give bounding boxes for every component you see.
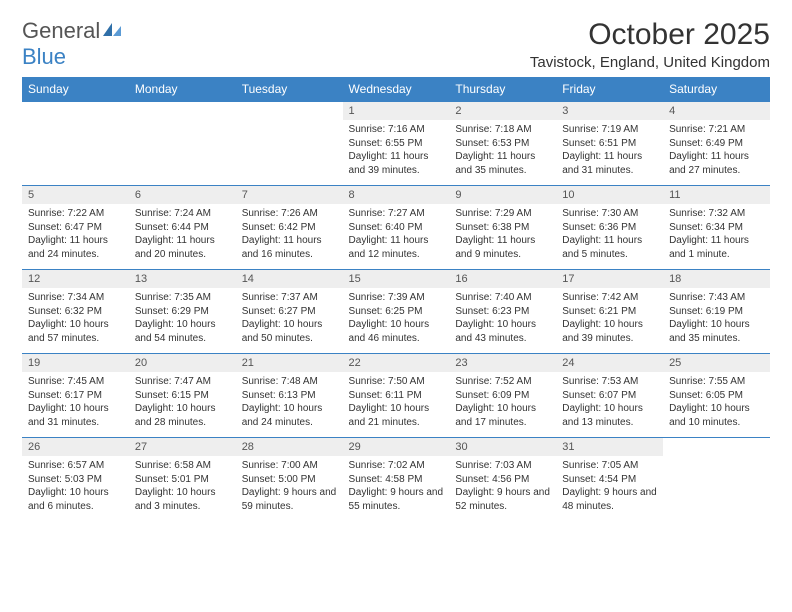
day-number-cell: 23 [449, 354, 556, 373]
daynum-row: 12131415161718 [22, 270, 770, 289]
day-number-cell: 16 [449, 270, 556, 289]
day-number-cell: 26 [22, 438, 129, 457]
day-info-cell: Sunrise: 7:40 AMSunset: 6:23 PMDaylight:… [449, 288, 556, 354]
header: GeneralBlue October 2025 Tavistock, Engl… [22, 18, 770, 71]
day-info-cell [22, 120, 129, 186]
info-row: Sunrise: 7:34 AMSunset: 6:32 PMDaylight:… [22, 288, 770, 354]
day-number-cell: 10 [556, 186, 663, 205]
day-info-cell: Sunrise: 7:18 AMSunset: 6:53 PMDaylight:… [449, 120, 556, 186]
weekday-header: Thursday [449, 77, 556, 102]
day-number-cell: 15 [343, 270, 450, 289]
day-info-cell: Sunrise: 7:39 AMSunset: 6:25 PMDaylight:… [343, 288, 450, 354]
day-number-cell: 18 [663, 270, 770, 289]
daynum-row: 567891011 [22, 186, 770, 205]
weekday-header: Wednesday [343, 77, 450, 102]
day-info-cell: Sunrise: 7:35 AMSunset: 6:29 PMDaylight:… [129, 288, 236, 354]
day-info-cell: Sunrise: 7:42 AMSunset: 6:21 PMDaylight:… [556, 288, 663, 354]
day-info-cell: Sunrise: 7:27 AMSunset: 6:40 PMDaylight:… [343, 204, 450, 270]
day-info-cell: Sunrise: 6:57 AMSunset: 5:03 PMDaylight:… [22, 456, 129, 521]
day-number-cell: 25 [663, 354, 770, 373]
logo: GeneralBlue [22, 18, 124, 70]
day-info-cell: Sunrise: 7:24 AMSunset: 6:44 PMDaylight:… [129, 204, 236, 270]
day-info-cell: Sunrise: 7:22 AMSunset: 6:47 PMDaylight:… [22, 204, 129, 270]
location: Tavistock, England, United Kingdom [530, 54, 770, 71]
day-number-cell: 7 [236, 186, 343, 205]
day-number-cell: 17 [556, 270, 663, 289]
day-number-cell: 28 [236, 438, 343, 457]
day-number-cell: 12 [22, 270, 129, 289]
day-info-cell: Sunrise: 7:30 AMSunset: 6:36 PMDaylight:… [556, 204, 663, 270]
calendar-table: Sunday Monday Tuesday Wednesday Thursday… [22, 77, 770, 521]
day-info-cell: Sunrise: 7:47 AMSunset: 6:15 PMDaylight:… [129, 372, 236, 438]
day-info-cell: Sunrise: 7:45 AMSunset: 6:17 PMDaylight:… [22, 372, 129, 438]
day-number-cell: 22 [343, 354, 450, 373]
logo-text-1: General [22, 18, 100, 43]
daynum-row: 1234 [22, 102, 770, 121]
day-number-cell: 21 [236, 354, 343, 373]
month-title: October 2025 [530, 18, 770, 52]
day-number-cell: 31 [556, 438, 663, 457]
weekday-header: Friday [556, 77, 663, 102]
info-row: Sunrise: 7:22 AMSunset: 6:47 PMDaylight:… [22, 204, 770, 270]
day-number-cell: 4 [663, 102, 770, 121]
day-number-cell [129, 102, 236, 121]
day-number-cell [236, 102, 343, 121]
day-info-cell: Sunrise: 7:26 AMSunset: 6:42 PMDaylight:… [236, 204, 343, 270]
day-info-cell: Sunrise: 7:02 AMSunset: 4:58 PMDaylight:… [343, 456, 450, 521]
info-row: Sunrise: 7:16 AMSunset: 6:55 PMDaylight:… [22, 120, 770, 186]
daynum-row: 19202122232425 [22, 354, 770, 373]
day-info-cell: Sunrise: 7:37 AMSunset: 6:27 PMDaylight:… [236, 288, 343, 354]
calendar-body: 1234Sunrise: 7:16 AMSunset: 6:55 PMDayli… [22, 102, 770, 522]
day-number-cell: 29 [343, 438, 450, 457]
day-number-cell: 11 [663, 186, 770, 205]
day-info-cell: Sunrise: 7:32 AMSunset: 6:34 PMDaylight:… [663, 204, 770, 270]
day-info-cell: Sunrise: 7:53 AMSunset: 6:07 PMDaylight:… [556, 372, 663, 438]
day-info-cell: Sunrise: 7:19 AMSunset: 6:51 PMDaylight:… [556, 120, 663, 186]
day-number-cell: 3 [556, 102, 663, 121]
day-info-cell: Sunrise: 7:50 AMSunset: 6:11 PMDaylight:… [343, 372, 450, 438]
logo-sail-icon [102, 18, 124, 43]
day-number-cell: 1 [343, 102, 450, 121]
day-info-cell: Sunrise: 7:34 AMSunset: 6:32 PMDaylight:… [22, 288, 129, 354]
day-number-cell: 8 [343, 186, 450, 205]
day-number-cell: 5 [22, 186, 129, 205]
day-number-cell [663, 438, 770, 457]
weekday-header: Sunday [22, 77, 129, 102]
info-row: Sunrise: 7:45 AMSunset: 6:17 PMDaylight:… [22, 372, 770, 438]
info-row: Sunrise: 6:57 AMSunset: 5:03 PMDaylight:… [22, 456, 770, 521]
day-info-cell: Sunrise: 7:16 AMSunset: 6:55 PMDaylight:… [343, 120, 450, 186]
day-info-cell [129, 120, 236, 186]
weekday-header-row: Sunday Monday Tuesday Wednesday Thursday… [22, 77, 770, 102]
day-info-cell: Sunrise: 7:21 AMSunset: 6:49 PMDaylight:… [663, 120, 770, 186]
day-number-cell: 14 [236, 270, 343, 289]
day-info-cell: Sunrise: 7:48 AMSunset: 6:13 PMDaylight:… [236, 372, 343, 438]
day-info-cell [236, 120, 343, 186]
day-info-cell: Sunrise: 7:03 AMSunset: 4:56 PMDaylight:… [449, 456, 556, 521]
day-number-cell: 30 [449, 438, 556, 457]
day-number-cell [22, 102, 129, 121]
day-number-cell: 20 [129, 354, 236, 373]
day-info-cell: Sunrise: 7:43 AMSunset: 6:19 PMDaylight:… [663, 288, 770, 354]
logo-text-2: Blue [22, 44, 66, 69]
day-info-cell: Sunrise: 7:00 AMSunset: 5:00 PMDaylight:… [236, 456, 343, 521]
day-number-cell: 24 [556, 354, 663, 373]
day-number-cell: 13 [129, 270, 236, 289]
day-number-cell: 27 [129, 438, 236, 457]
day-number-cell: 6 [129, 186, 236, 205]
weekday-header: Tuesday [236, 77, 343, 102]
daynum-row: 262728293031 [22, 438, 770, 457]
day-info-cell: Sunrise: 6:58 AMSunset: 5:01 PMDaylight:… [129, 456, 236, 521]
day-info-cell [663, 456, 770, 521]
weekday-header: Saturday [663, 77, 770, 102]
day-info-cell: Sunrise: 7:29 AMSunset: 6:38 PMDaylight:… [449, 204, 556, 270]
title-block: October 2025 Tavistock, England, United … [530, 18, 770, 71]
day-info-cell: Sunrise: 7:52 AMSunset: 6:09 PMDaylight:… [449, 372, 556, 438]
weekday-header: Monday [129, 77, 236, 102]
day-number-cell: 9 [449, 186, 556, 205]
day-info-cell: Sunrise: 7:05 AMSunset: 4:54 PMDaylight:… [556, 456, 663, 521]
day-info-cell: Sunrise: 7:55 AMSunset: 6:05 PMDaylight:… [663, 372, 770, 438]
day-number-cell: 2 [449, 102, 556, 121]
day-number-cell: 19 [22, 354, 129, 373]
